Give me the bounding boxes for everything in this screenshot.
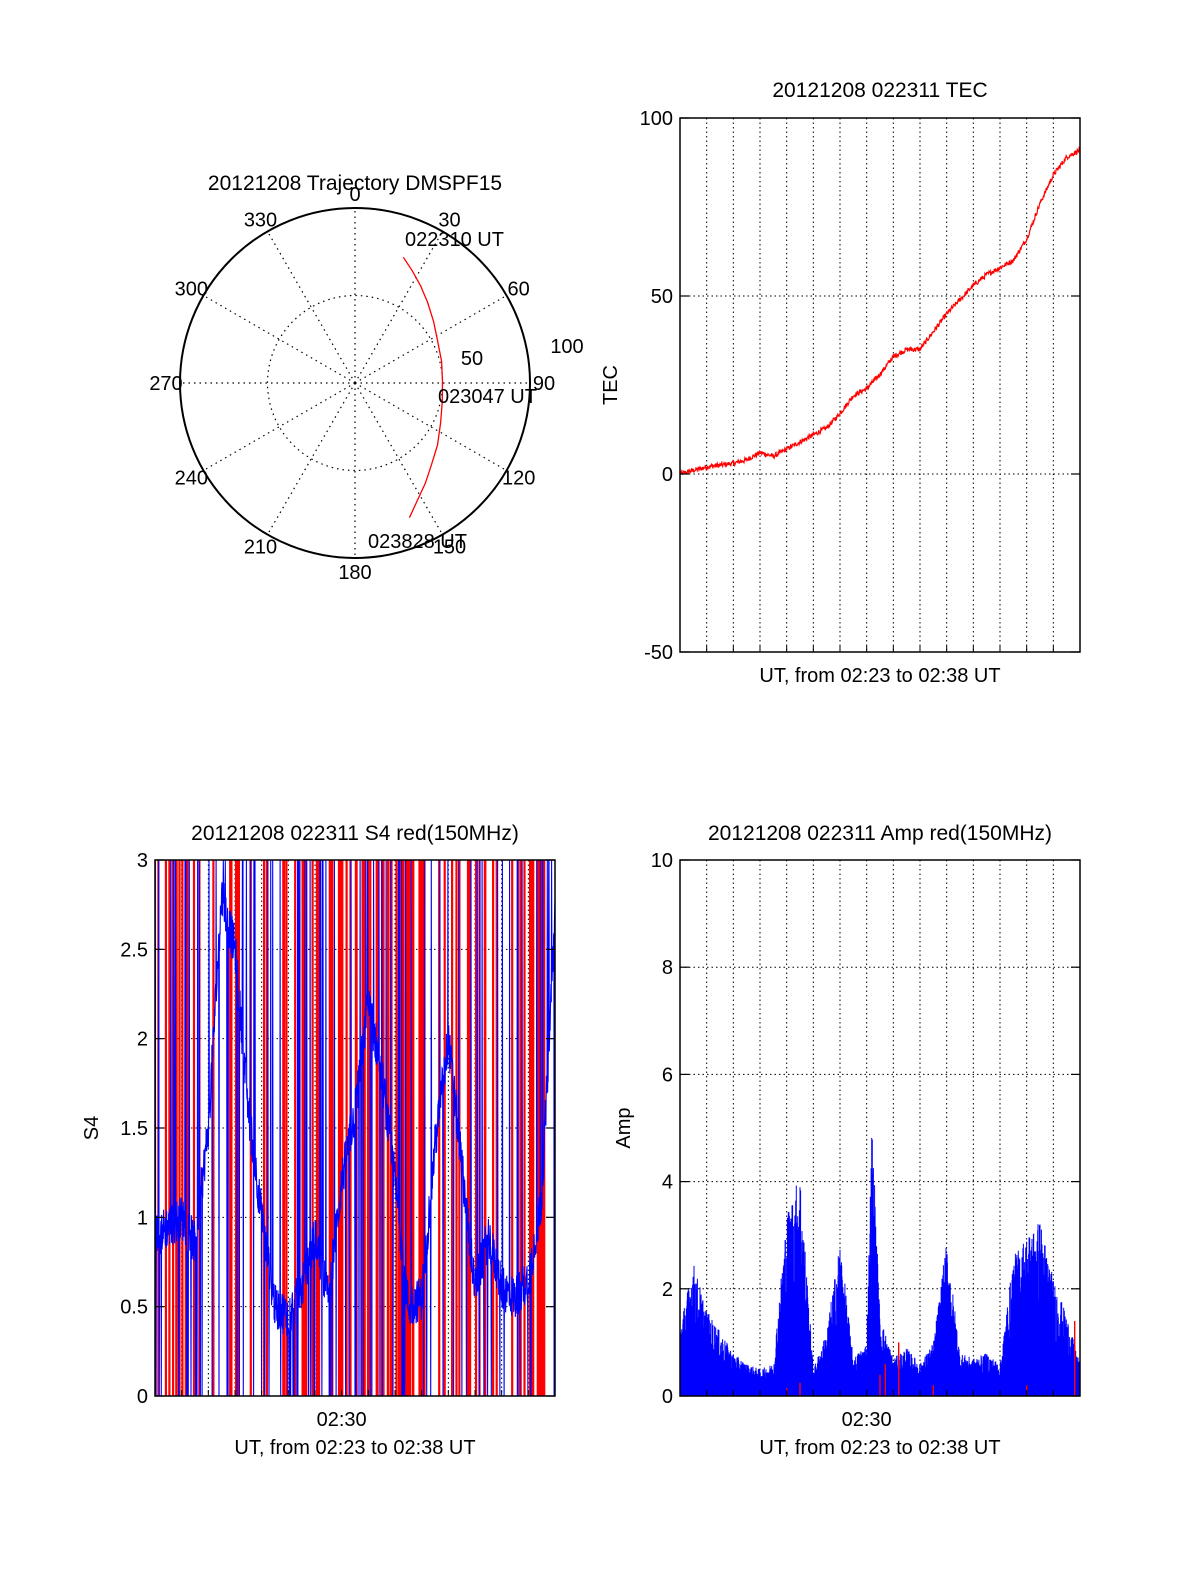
polar-azimuth-label: 120 bbox=[502, 468, 535, 490]
polar-spoke-150 bbox=[354, 382, 444, 535]
polar-outer-ring bbox=[179, 207, 531, 559]
polar-azimuth-label: 90 bbox=[533, 373, 555, 395]
y-tick-label: -50 bbox=[644, 642, 673, 664]
y-tick-label: 0 bbox=[662, 464, 673, 486]
polar-azimuth-label: 330 bbox=[244, 209, 277, 231]
tec-title: 20121208 022311 TEC bbox=[772, 79, 987, 102]
y-tick-label: 50 bbox=[651, 286, 673, 308]
axes-frame bbox=[679, 859, 1081, 1397]
s4-blue-series bbox=[155, 860, 555, 1396]
y-tick-label: 8 bbox=[662, 957, 673, 979]
polar-azimuth-label: 150 bbox=[433, 537, 466, 559]
amp-panel: 20121208 022311 Amp red(150MHz) Amp UT, … bbox=[613, 822, 1081, 1459]
amp-y-label: Amp bbox=[613, 1107, 635, 1148]
polar-azimuth-label: 300 bbox=[175, 279, 208, 301]
x-tick-label: 02:30 bbox=[842, 1409, 892, 1431]
polar-spoke-240 bbox=[203, 382, 356, 472]
tec-x-label: UT, from 02:23 to 02:38 UT bbox=[759, 665, 1000, 687]
tec-panel: 20121208 022311 TEC TEC UT, from 02:23 t… bbox=[600, 79, 1081, 687]
y-tick-label: 10 bbox=[651, 850, 673, 872]
amp-title: 20121208 022311 Amp red(150MHz) bbox=[708, 822, 1052, 845]
plot-area bbox=[680, 1137, 1080, 1396]
polar-title: 20121208 Trajectory DMSPF15 bbox=[208, 172, 502, 195]
s4-x-label: UT, from 02:23 to 02:38 UT bbox=[234, 1437, 475, 1459]
plot-area bbox=[680, 146, 1080, 476]
y-tick-label: 6 bbox=[662, 1064, 673, 1086]
y-tick-label: 2 bbox=[662, 1279, 673, 1301]
axes-frame bbox=[679, 117, 1081, 653]
tec-series-line bbox=[680, 146, 1080, 476]
trajectory-mid-label: 023047 UT bbox=[438, 386, 537, 408]
x-tick-label: 02:30 bbox=[317, 1409, 367, 1431]
s4-title: 20121208 022311 S4 red(150MHz) bbox=[191, 822, 519, 845]
trajectory-end-label: 023828 UT bbox=[368, 531, 467, 553]
trajectory-start-label: 022310 UT bbox=[405, 229, 504, 251]
polar-azimuth-label: 180 bbox=[338, 562, 371, 584]
polar-azimuth-label: 30 bbox=[438, 209, 460, 231]
s4-panel: 20121208 022311 S4 red(150MHz) S4 UT, fr… bbox=[81, 822, 556, 1459]
polar-azimuth-label: 270 bbox=[149, 373, 182, 395]
plot-area bbox=[155, 860, 555, 1396]
y-tick-label: 2.5 bbox=[120, 939, 148, 961]
polar-spoke-330 bbox=[266, 231, 356, 384]
y-tick-label: 1.5 bbox=[120, 1118, 148, 1140]
amp-x-label: UT, from 02:23 to 02:38 UT bbox=[759, 1437, 1000, 1459]
y-tick-label: 1 bbox=[137, 1207, 148, 1229]
y-tick-label: 100 bbox=[640, 108, 673, 130]
tec-y-label: TEC bbox=[600, 365, 622, 405]
polar-azimuth-label: 210 bbox=[244, 537, 277, 559]
polar-trajectory-plot: 20121208 Trajectory DMSPF15 0 30 60 90 120 15… bbox=[149, 172, 583, 584]
polar-ring-label-50: 50 bbox=[461, 348, 483, 370]
polar-azimuth-label: 240 bbox=[175, 468, 208, 490]
polar-azimuth-label: 60 bbox=[508, 279, 530, 301]
y-tick-label: 3 bbox=[137, 850, 148, 872]
polar-azimuth-label: 0 bbox=[349, 184, 360, 206]
polar-spoke-210 bbox=[266, 382, 356, 535]
s4-y-label: S4 bbox=[81, 1116, 103, 1140]
polar-ring-label-100: 100 bbox=[550, 336, 583, 358]
polar-grid bbox=[180, 208, 530, 558]
y-tick-label: 2 bbox=[137, 1029, 148, 1051]
y-tick-label: 4 bbox=[662, 1172, 673, 1194]
polar-azimuth-labels: 0 30 60 90 120 150 180 210 240 270 300 330 bbox=[149, 184, 555, 584]
y-tick-label: 0 bbox=[137, 1386, 148, 1408]
polar-trajectory-line bbox=[402, 256, 444, 518]
y-tick-label: 0.5 bbox=[120, 1297, 148, 1319]
y-tick-label: 0 bbox=[662, 1386, 673, 1408]
amp-blue-series bbox=[680, 1137, 1080, 1396]
polar-spoke-60 bbox=[354, 294, 507, 384]
